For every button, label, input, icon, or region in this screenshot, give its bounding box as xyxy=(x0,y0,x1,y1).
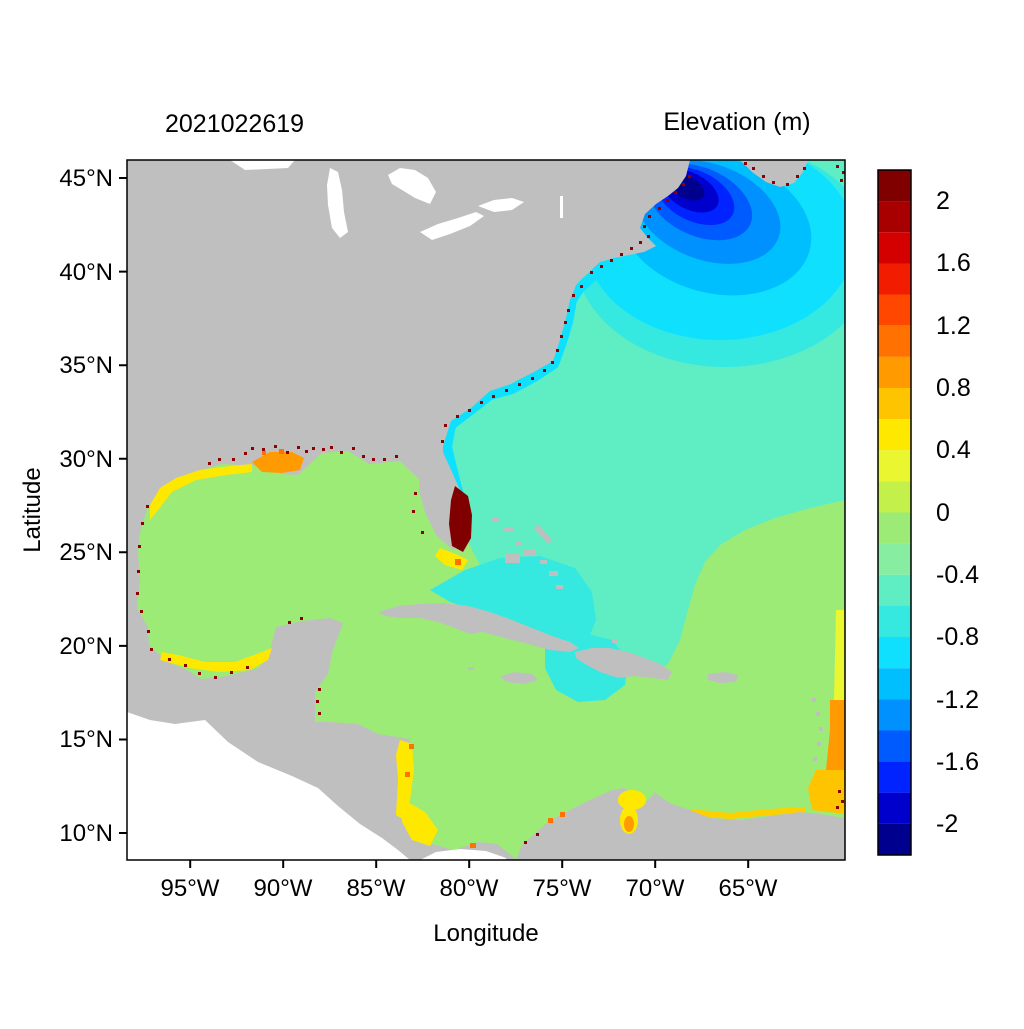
colorbar-label: 0.4 xyxy=(936,436,971,464)
gulf-of-panama-no-data xyxy=(420,849,506,860)
lake-superior-sliver xyxy=(230,160,295,170)
y-tick-label: 10°N xyxy=(59,820,113,847)
y-tick-label: 35°N xyxy=(59,352,113,379)
colorbar-label: -1.6 xyxy=(936,748,979,776)
y-tick-label: 30°N xyxy=(59,446,113,473)
axis-ticks xyxy=(119,177,750,868)
x-tick-label: 70°W xyxy=(626,875,685,902)
x-tick-label: 90°W xyxy=(254,875,313,902)
x-axis-label: Longitude xyxy=(433,920,538,947)
colorbar-label: 0 xyxy=(936,499,950,527)
x-tick-label: 80°W xyxy=(440,875,499,902)
run-date-title: 2021022619 xyxy=(165,110,304,138)
south-america-landmass xyxy=(516,788,845,860)
colorbar-label: -0.4 xyxy=(936,561,979,589)
y-tick-label: 15°N xyxy=(59,726,113,753)
cuba-island xyxy=(378,603,579,652)
colorbar-label: 2 xyxy=(936,187,950,215)
land-layer xyxy=(127,160,845,860)
y-tick-label: 20°N xyxy=(59,633,113,660)
colorbar-label: 1.2 xyxy=(936,312,971,340)
hispaniola-island xyxy=(575,648,672,680)
lake-ontario xyxy=(478,198,524,212)
lake-michigan xyxy=(327,168,348,238)
jamaica-island xyxy=(500,672,538,684)
x-tick-label: 95°W xyxy=(161,875,220,902)
y-tick-label: 45°N xyxy=(59,165,113,192)
colorbar-label: -0.8 xyxy=(936,623,979,651)
colorbar-label: 1.6 xyxy=(936,249,971,277)
puerto-rico-island xyxy=(708,672,738,683)
x-tick-label: 85°W xyxy=(347,875,406,902)
x-tick-label: 75°W xyxy=(533,875,592,902)
colorbar xyxy=(877,169,912,856)
colorbar-label: -2 xyxy=(936,810,958,838)
lake-huron xyxy=(388,168,436,204)
north-central-america-landmass xyxy=(127,160,690,860)
lake-erie xyxy=(420,212,484,240)
x-tick-labels: 95°W 90°W 85°W 80°W 75°W 70°W 65°W xyxy=(161,875,778,902)
x-tick-label: 65°W xyxy=(719,875,778,902)
colorbar-label: 0.8 xyxy=(936,374,971,402)
y-axis-label: Latitude xyxy=(19,467,46,552)
colorbar-label: -1.2 xyxy=(936,686,979,714)
bahamas-islands xyxy=(492,518,563,589)
colorbar-frame xyxy=(877,169,912,856)
pacific-no-data xyxy=(127,712,410,860)
plot-frame xyxy=(126,159,846,861)
colorbar-labels: 2 1.6 1.2 0.8 0.4 0 -0.4 -0.8 -1.2 -1.6 … xyxy=(936,187,979,838)
colorbar-title: Elevation (m) xyxy=(663,108,810,136)
y-tick-label: 40°N xyxy=(59,259,113,286)
y-tick-labels: 45°N 40°N 35°N 30°N 25°N 20°N 15°N 10°N xyxy=(59,165,113,847)
lake-champlain xyxy=(560,196,563,218)
nova-scotia-land xyxy=(740,160,808,187)
y-tick-label: 25°N xyxy=(59,539,113,566)
coastal-extremes-layer xyxy=(136,162,845,848)
map-plot xyxy=(127,160,845,860)
no-data-layer xyxy=(127,160,563,860)
